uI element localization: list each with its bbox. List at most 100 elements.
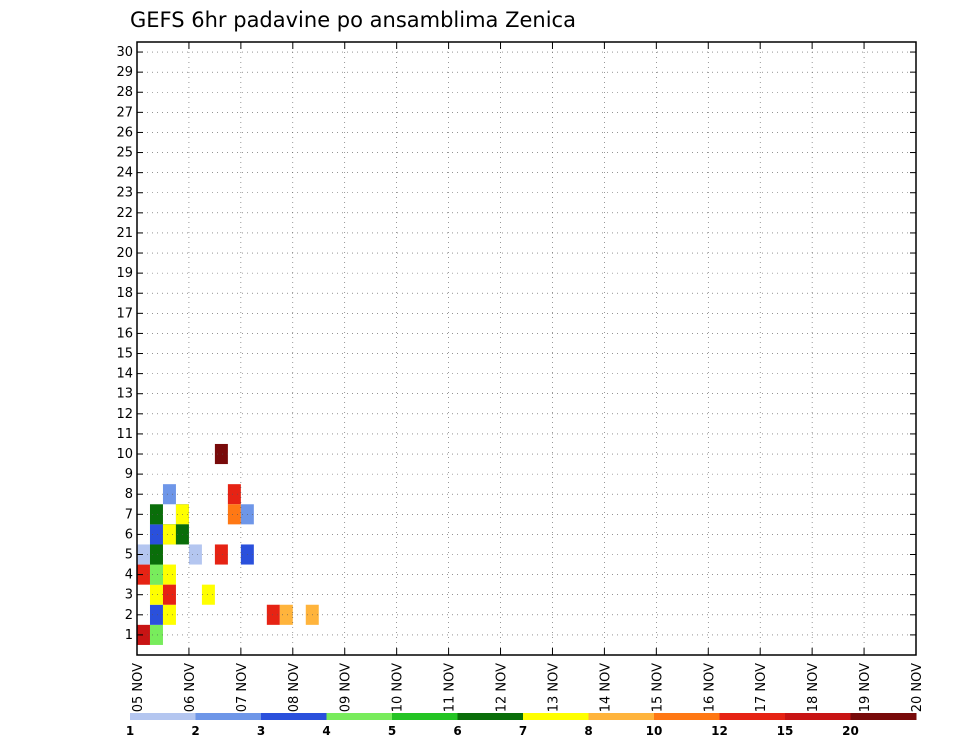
- colorbar-label: 2: [191, 724, 199, 738]
- colorbar-swatch: [850, 713, 917, 720]
- x-tick-label: 14 NOV: [598, 663, 613, 712]
- y-tick-label: 24: [116, 166, 133, 181]
- colorbar-swatch: [195, 713, 262, 720]
- colorbar-label: 10: [646, 724, 663, 738]
- y-tick-label: 19: [116, 266, 133, 281]
- y-tick-label: 28: [116, 85, 133, 100]
- x-tick-label: 20 NOV: [910, 663, 925, 712]
- colorbar-label: 1: [126, 724, 134, 738]
- y-tick-label: 13: [116, 387, 133, 402]
- y-tick-label: 12: [116, 407, 133, 422]
- heatmap-cell: [188, 544, 202, 565]
- heatmap-cell: [162, 484, 176, 505]
- heatmap-cell: [149, 584, 163, 605]
- x-tick-label: 19 NOV: [858, 663, 873, 712]
- heatmap-cell: [214, 443, 228, 465]
- heatmap-cell: [162, 564, 176, 585]
- y-tick-label: 5: [125, 548, 133, 563]
- y-tick-label: 7: [125, 507, 133, 522]
- x-tick-label: 05 NOV: [131, 663, 146, 712]
- x-tick-label: 17 NOV: [754, 663, 769, 712]
- y-tick-label: 29: [116, 65, 133, 80]
- heatmap-cell: [149, 564, 163, 585]
- x-tick-label: 16 NOV: [702, 663, 717, 712]
- y-tick-label: 18: [116, 286, 133, 301]
- heatmap-cell: [162, 524, 176, 545]
- heatmap-cell: [162, 604, 176, 625]
- y-tick-label: 16: [116, 326, 133, 341]
- y-axis: 1234567891011121314151617181920212223242…: [116, 45, 916, 643]
- x-tick-label: 18 NOV: [806, 663, 821, 712]
- colorbar-swatch: [261, 713, 327, 720]
- colorbar-swatch: [392, 713, 458, 720]
- heatmap-cell: [149, 604, 163, 625]
- colorbar-swatch: [654, 713, 720, 720]
- colorbar-label: 6: [453, 724, 461, 738]
- heatmap-cell: [201, 584, 215, 605]
- heatmap-cell: [227, 484, 241, 505]
- y-tick-label: 17: [116, 306, 133, 321]
- y-tick-label: 20: [116, 246, 133, 261]
- x-tick-label: 08 NOV: [287, 663, 302, 712]
- x-tick-label: 12 NOV: [495, 663, 510, 712]
- heatmap-cell: [162, 584, 176, 605]
- heatmap-cell: [279, 604, 293, 625]
- y-tick-label: 3: [125, 588, 133, 603]
- heatmap-cell: [137, 544, 150, 565]
- heatmap-cell: [149, 504, 163, 525]
- colorbar-label: 12: [711, 724, 728, 738]
- y-tick-label: 25: [116, 146, 133, 161]
- colorbar-label: 20: [842, 724, 859, 738]
- chart-title: GEFS 6hr padavine po ansamblima Zenica: [130, 8, 576, 32]
- grid-lines: [137, 42, 916, 655]
- colorbar-swatch: [785, 713, 851, 720]
- y-tick-label: 1: [125, 628, 133, 643]
- heatmap-cell: [149, 524, 163, 545]
- x-tick-label: 06 NOV: [183, 663, 198, 712]
- colorbar-swatch: [326, 713, 393, 720]
- y-tick-label: 26: [116, 125, 133, 140]
- y-tick-label: 9: [125, 467, 133, 482]
- y-tick-label: 30: [116, 45, 133, 60]
- y-tick-label: 6: [125, 527, 133, 542]
- plot-frame: [136, 41, 917, 656]
- colorbar-label: 8: [584, 724, 592, 738]
- colorbar-swatch: [588, 713, 655, 720]
- y-tick-label: 8: [125, 487, 133, 502]
- y-tick-label: 10: [116, 447, 133, 462]
- colorbar-swatch: [719, 713, 786, 720]
- heatmap-cell: [214, 544, 228, 565]
- y-tick-label: 23: [116, 186, 133, 201]
- colorbar-swatch: [130, 713, 196, 720]
- x-tick-label: 15 NOV: [650, 663, 665, 712]
- x-tick-label: 11 NOV: [443, 663, 458, 712]
- heatmap-cell: [137, 624, 150, 645]
- y-tick-label: 22: [116, 206, 133, 221]
- heatmap-cell: [266, 604, 280, 625]
- colorbar-label: 3: [257, 724, 265, 738]
- y-tick-label: 14: [116, 367, 133, 382]
- colorbar: 1 2 3 4 5 6 7 8 10 12 15 20: [126, 713, 917, 738]
- colorbar-label: 5: [388, 724, 396, 738]
- y-tick-label: 21: [116, 226, 133, 241]
- x-tick-label: 07 NOV: [235, 663, 250, 712]
- heatmap-cell: [227, 504, 241, 525]
- colorbar-label: 4: [322, 724, 330, 738]
- y-tick-label: 4: [125, 568, 133, 583]
- y-tick-label: 15: [116, 347, 133, 362]
- y-tick-label: 27: [116, 105, 133, 120]
- heatmap-cell: [137, 564, 150, 585]
- colorbar-swatch: [457, 713, 524, 720]
- heatmap-cell: [149, 624, 163, 645]
- y-tick-label: 2: [125, 608, 133, 623]
- heatmap-cell: [149, 544, 163, 565]
- colorbar-swatch: [523, 713, 589, 720]
- x-tick-label: 09 NOV: [339, 663, 354, 712]
- colorbar-label: 7: [519, 724, 527, 738]
- y-tick-label: 11: [116, 427, 133, 442]
- colorbar-label: 15: [777, 724, 794, 738]
- x-axis: 05 NOV 06 NOV 07 NOV 08 NOV 09 NOV 10 NOV 11 N…: [131, 42, 925, 712]
- x-tick-label: 10 NOV: [391, 663, 406, 712]
- x-tick-label: 13 NOV: [546, 663, 561, 712]
